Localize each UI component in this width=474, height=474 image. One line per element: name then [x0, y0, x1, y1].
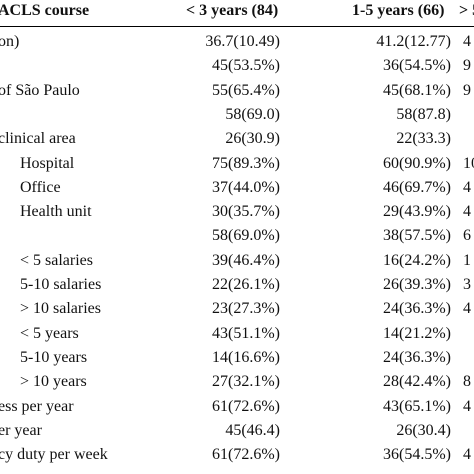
- row-label: 5-10 salaries: [20, 276, 102, 293]
- table-row: Hospital 75(89.3%) 60(90.9%) 10: [0, 154, 474, 178]
- cell-lt3: 45(53.5%): [212, 57, 280, 75]
- table-row: > 10 salaries 23(27.3%) 24(36.3%) 4: [0, 299, 474, 323]
- cell-lt3: 58(69.0): [225, 105, 280, 123]
- cell-1to5: 46(69.7%): [383, 178, 451, 196]
- row-label: > 10 salaries: [20, 300, 101, 318]
- table-row: on) 36.7(10.49) 41.2(12.77) 4: [0, 32, 474, 56]
- cell-1to5: 43(65.1%): [383, 397, 451, 415]
- table-row: 5-10 salaries 22(26.1%) 26(39.3%) 3: [0, 275, 474, 299]
- cell-lt3: 61(72.6%): [212, 397, 280, 415]
- cell-lt3: 45(46.4): [225, 421, 280, 439]
- table-row: Office 37(44.0%) 46(69.7%) 4: [0, 178, 474, 202]
- cell-lt3: 14(16.6%): [212, 348, 280, 366]
- cell-gt5: 4: [463, 300, 471, 318]
- row-label: < 5 salaries: [20, 251, 93, 269]
- table-row: er year 45(46.4) 26(30.4): [0, 421, 474, 445]
- table-row: < 5 salaries 39(46.4%) 16(24.2%) 1: [0, 251, 474, 275]
- cell-lt3: 75(89.3%): [212, 154, 280, 172]
- table-header: ACLS course < 3 years (84) 1-5 years (66…: [0, 0, 474, 26]
- row-label: < 5 years: [20, 324, 79, 342]
- cell-1to5: 26(30.4): [396, 421, 451, 439]
- table-row: > 10 years 27(32.1%) 28(42.4%) 8: [0, 372, 474, 396]
- row-label: Office: [20, 178, 61, 196]
- cell-1to5: 24(36.3%): [383, 300, 451, 318]
- row-label: ess per year: [0, 397, 74, 415]
- row-label: > 10 years: [20, 373, 87, 391]
- cell-gt5: 9: [463, 57, 471, 75]
- table-row: 58(69.0%) 38(57.5%) 6: [0, 226, 474, 250]
- table-row: of São Paulo 55(65.4%) 45(68.1%) 9: [0, 81, 474, 105]
- table-row: clinical area 26(30.9) 22(33.3): [0, 129, 474, 153]
- table-row: 58(69.0) 58(87.8): [0, 105, 474, 129]
- cell-lt3: 61(72.6%): [212, 446, 280, 464]
- cell-lt3: 22(26.1%): [212, 276, 280, 293]
- cell-gt5: 4: [463, 446, 471, 464]
- cell-1to5: 36(54.5%): [383, 446, 451, 464]
- cell-lt3: 39(46.4%): [212, 251, 280, 269]
- cell-gt5: 10: [463, 154, 474, 172]
- cell-1to5: 22(33.3): [396, 130, 451, 148]
- cell-lt3: 37(44.0%): [212, 178, 280, 196]
- table-row: ess per year 61(72.6%) 43(65.1%) 4: [0, 397, 474, 421]
- row-label: cy duty per week: [0, 446, 108, 464]
- cell-gt5: 4: [463, 178, 471, 196]
- table-row: < 5 years 43(51.1%) 14(21.2%): [0, 324, 474, 348]
- table-row: 5-10 years 14(16.6%) 24(36.3%): [0, 348, 474, 372]
- cell-gt5: 3: [463, 276, 471, 293]
- cell-lt3: 36.7(10.49): [205, 33, 280, 50]
- header-variable: ACLS course: [0, 2, 90, 19]
- cell-1to5: 45(68.1%): [383, 81, 451, 99]
- cell-lt3: 27(32.1%): [212, 373, 280, 391]
- cell-1to5: 36(54.5%): [383, 57, 451, 75]
- header-group-lt3: < 3 years (84): [186, 2, 279, 19]
- cell-1to5: 29(43.9%): [383, 203, 451, 221]
- cell-gt5: 6: [463, 227, 471, 245]
- cell-lt3: 26(30.9): [225, 130, 280, 148]
- cell-gt5: 1: [463, 251, 471, 269]
- cell-1to5: 58(87.8): [396, 105, 451, 123]
- cell-1to5: 60(90.9%): [383, 154, 451, 172]
- header-group-1to5: 1-5 years (66): [352, 2, 445, 19]
- cell-1to5: 38(57.5%): [383, 227, 451, 245]
- row-label: Health unit: [20, 203, 92, 221]
- table-row: Health unit 30(35.7%) 29(43.9%) 4: [0, 202, 474, 226]
- cell-1to5: 41.2(12.77): [376, 33, 451, 50]
- cell-gt5: 8: [463, 373, 471, 391]
- row-label: er year: [0, 421, 42, 439]
- cell-lt3: 43(51.1%): [212, 324, 280, 342]
- cell-1to5: 24(36.3%): [383, 348, 451, 366]
- cell-lt3: 55(65.4%): [212, 81, 280, 99]
- table-row: 45(53.5%) 36(54.5%) 9: [0, 56, 474, 80]
- row-label: Hospital: [20, 154, 75, 172]
- cell-1to5: 14(21.2%): [383, 324, 451, 342]
- cell-lt3: 58(69.0%): [212, 227, 280, 245]
- row-label: on): [0, 33, 20, 50]
- cell-gt5: 4: [463, 203, 471, 221]
- cell-gt5: 4: [463, 33, 471, 50]
- cell-gt5: 9: [463, 81, 471, 99]
- row-label: 5-10 years: [20, 348, 88, 366]
- cell-lt3: 30(35.7%): [212, 203, 280, 221]
- cell-gt5: 4: [463, 397, 471, 415]
- header-group-gt5: > 5: [459, 2, 474, 19]
- cell-1to5: 28(42.4%): [383, 373, 451, 391]
- row-label: of São Paulo: [0, 81, 80, 99]
- table-row: cy duty per week 61(72.6%) 36(54.5%) 4: [0, 445, 474, 469]
- header-rule: [0, 26, 474, 27]
- cell-1to5: 16(24.2%): [383, 251, 451, 269]
- cell-lt3: 23(27.3%): [212, 300, 280, 318]
- row-label: clinical area: [0, 130, 76, 148]
- cell-1to5: 26(39.3%): [383, 276, 451, 293]
